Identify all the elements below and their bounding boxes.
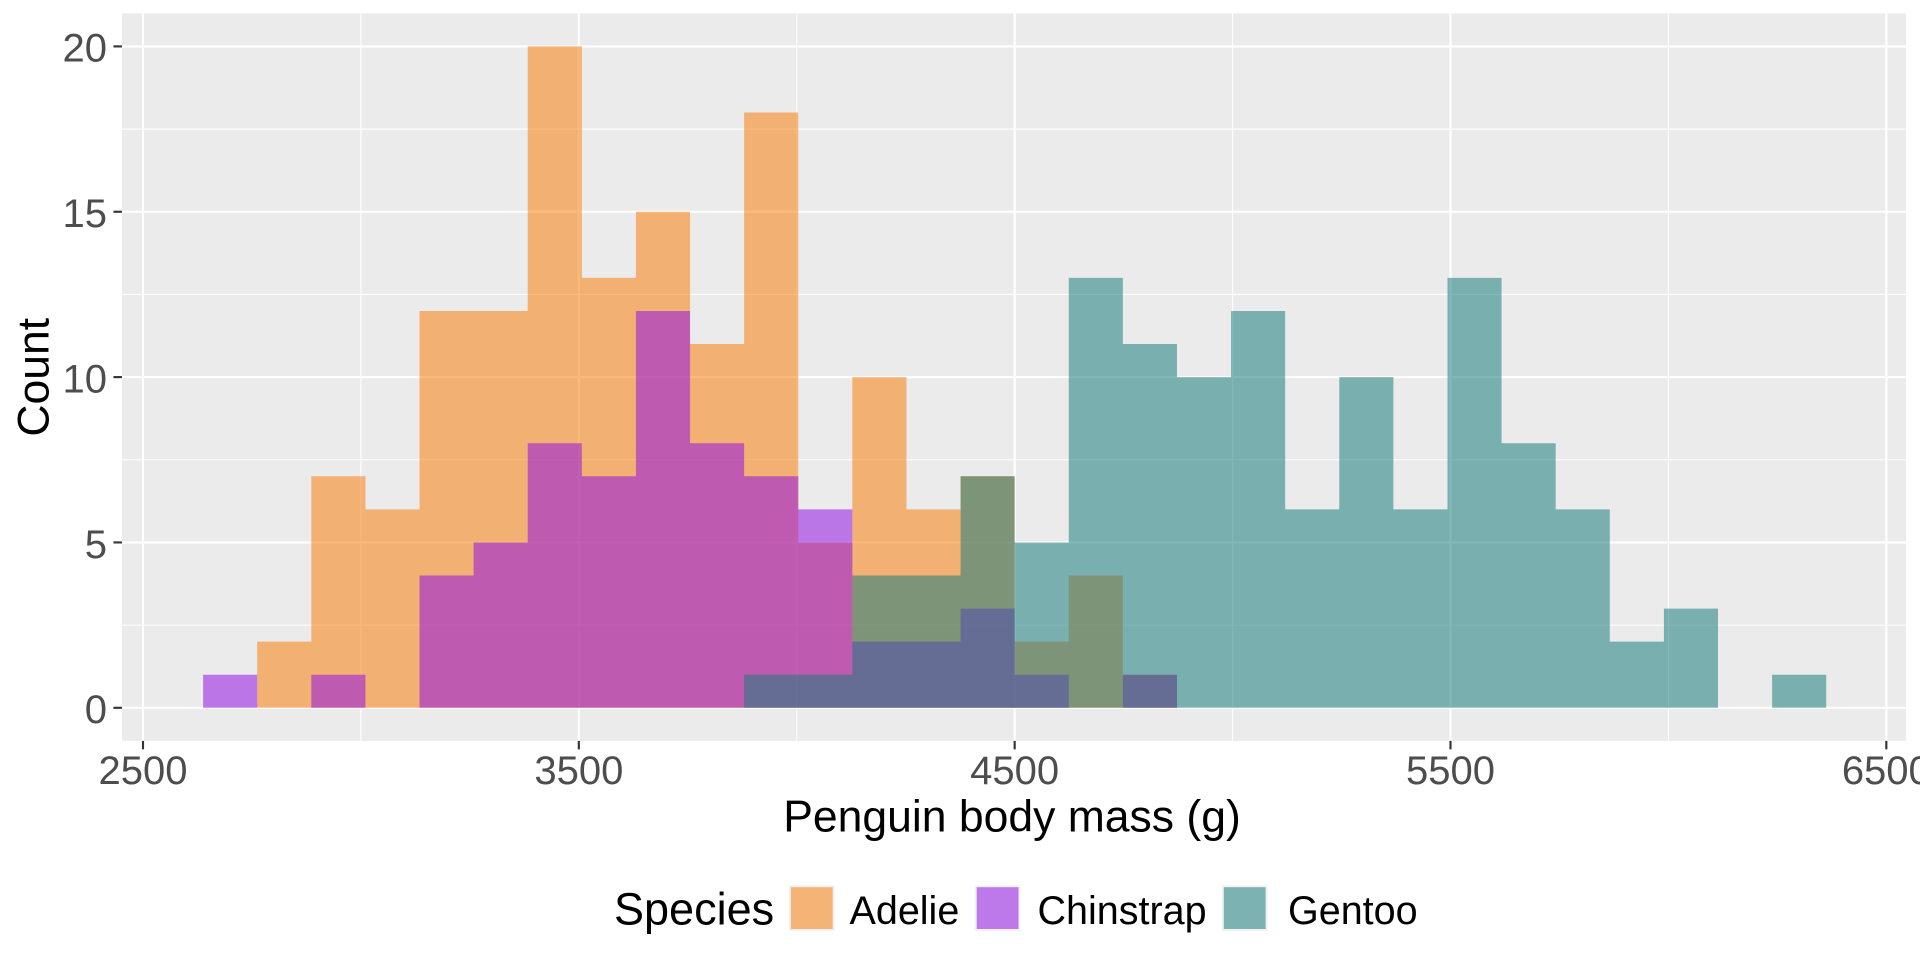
svg-text:Species: Species — [614, 884, 774, 935]
svg-text:5: 5 — [85, 523, 107, 567]
svg-text:20: 20 — [63, 27, 108, 71]
svg-text:Penguin body mass (g): Penguin body mass (g) — [783, 793, 1241, 842]
svg-text:5500: 5500 — [1406, 749, 1495, 793]
svg-text:15: 15 — [63, 192, 108, 236]
svg-text:Chinstrap: Chinstrap — [1038, 889, 1207, 933]
svg-text:Adelie: Adelie — [850, 889, 960, 933]
svg-text:2500: 2500 — [99, 749, 188, 793]
svg-text:10: 10 — [63, 357, 108, 401]
svg-text:Count: Count — [10, 317, 59, 436]
svg-text:6500: 6500 — [1842, 749, 1920, 793]
svg-text:0: 0 — [85, 688, 107, 732]
svg-text:3500: 3500 — [534, 749, 623, 793]
svg-text:4500: 4500 — [970, 749, 1059, 793]
svg-text:Gentoo: Gentoo — [1288, 889, 1418, 933]
